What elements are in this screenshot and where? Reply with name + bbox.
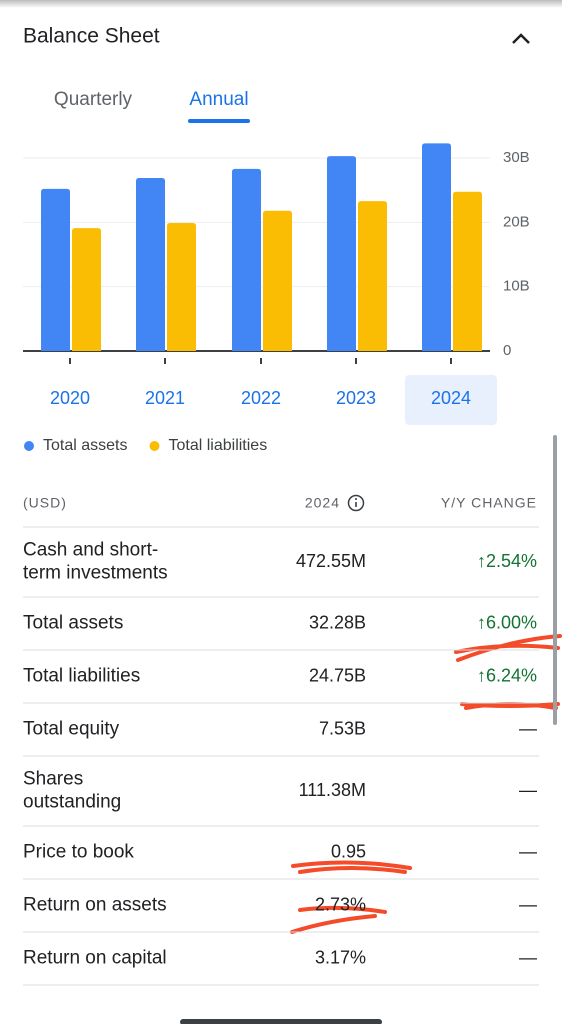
- y-tick-label: 0: [503, 342, 511, 359]
- row-value: 3.17%: [315, 947, 366, 967]
- bar: [422, 143, 451, 351]
- tab[interactable]: Quarterly: [54, 89, 133, 110]
- bar: [358, 201, 387, 351]
- row-change: ↑2.54%: [477, 551, 537, 571]
- row-change: ↑6.00%: [477, 612, 537, 632]
- bar: [41, 188, 70, 351]
- row-label: Total assets: [23, 613, 123, 634]
- row-change: —: [519, 894, 537, 914]
- bar: [232, 168, 261, 351]
- table-header: 2024: [305, 495, 340, 511]
- legend-dot: [149, 441, 160, 451]
- scribble: [460, 702, 560, 710]
- bar: [167, 222, 196, 351]
- scribble: [290, 905, 387, 934]
- x-tick-label[interactable]: 2020: [50, 388, 90, 408]
- collapse-chevron[interactable]: [512, 33, 530, 44]
- row-label: Shares: [23, 769, 83, 790]
- x-tick-label[interactable]: 2024: [431, 388, 471, 408]
- tab-indicator: [188, 119, 250, 123]
- home-indicator: [180, 1019, 382, 1024]
- selected-year-bg: [405, 375, 497, 425]
- row-label: Price to book: [23, 842, 134, 863]
- row-value: 7.53B: [319, 718, 366, 738]
- row-label: Total liabilities: [23, 666, 140, 687]
- row-change: —: [519, 718, 537, 738]
- legend-dot: [24, 441, 34, 451]
- row-label: Return on capital: [23, 948, 167, 969]
- y-tick-label: 20B: [503, 213, 530, 230]
- row-label: Return on assets: [23, 895, 167, 916]
- x-tick-label[interactable]: 2021: [145, 388, 185, 408]
- row-change: ↑6.24%: [477, 665, 537, 685]
- top-shadow: [0, 0, 562, 8]
- info-icon[interactable]: [347, 494, 365, 512]
- row-value: 111.38M: [299, 780, 366, 800]
- bar: [136, 177, 165, 351]
- row-label: Total equity: [23, 719, 120, 740]
- row-label: outstanding: [23, 792, 121, 813]
- y-tick-label: 10B: [503, 278, 530, 295]
- scribble: [454, 634, 562, 662]
- row-label: Cash and short-: [23, 540, 158, 561]
- bar: [453, 191, 482, 351]
- row-value: 32.28B: [309, 612, 366, 632]
- y-tick-label: 30B: [503, 149, 530, 166]
- row-value: 0.95: [331, 841, 366, 861]
- row-label: term investments: [23, 563, 168, 584]
- row-change: —: [519, 780, 537, 800]
- row-value: 24.75B: [309, 665, 366, 685]
- row-value: 472.55M: [296, 551, 366, 571]
- row-change: —: [519, 841, 537, 861]
- legend-label: Total assets: [43, 437, 127, 454]
- info-icon: [355, 498, 357, 500]
- table-header: (USD): [23, 495, 67, 511]
- x-tick-label[interactable]: 2023: [336, 388, 376, 408]
- row-value: 2.73%: [315, 894, 366, 914]
- table-header: Y/Y CHANGE: [441, 495, 537, 511]
- bar: [72, 228, 101, 351]
- x-tick-label[interactable]: 2022: [241, 388, 281, 408]
- row-change: —: [519, 947, 537, 967]
- scrollbar: [553, 435, 557, 725]
- bar: [263, 210, 292, 351]
- bar: [327, 156, 356, 351]
- tab[interactable]: Annual: [189, 89, 248, 110]
- section-title: Balance Sheet: [23, 25, 160, 48]
- legend-label: Total liabilities: [168, 437, 267, 454]
- scribble: [291, 860, 412, 874]
